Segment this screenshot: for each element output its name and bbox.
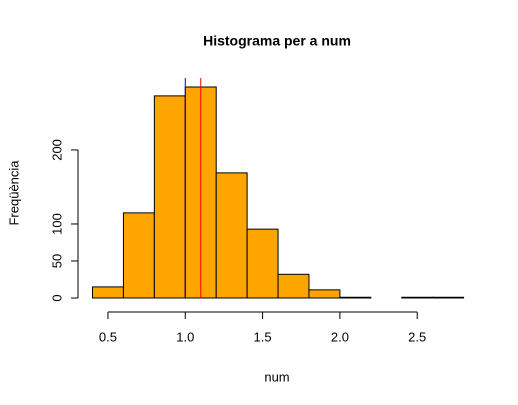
bar xyxy=(308,289,341,299)
x-tick-label: 1.5 xyxy=(254,329,272,344)
bar xyxy=(401,296,434,299)
y-tick-label: 0 xyxy=(49,294,64,301)
y-tick-label: 200 xyxy=(49,139,64,161)
y-tick-label: 50 xyxy=(49,254,64,268)
bar xyxy=(432,296,465,299)
x-tick-label: 2.0 xyxy=(331,329,349,344)
bar xyxy=(277,273,310,299)
bar xyxy=(122,212,155,299)
x-tick-label: 0.5 xyxy=(99,329,117,344)
x-axis-label: num xyxy=(264,369,289,384)
bar xyxy=(215,172,248,299)
x-tick-label: 2.5 xyxy=(408,329,426,344)
bar xyxy=(339,296,372,299)
bar xyxy=(92,286,124,299)
bar xyxy=(246,228,279,299)
x-tick-label: 1.0 xyxy=(176,329,194,344)
bar xyxy=(153,95,186,299)
chart-title: Histograma per a num xyxy=(203,33,351,49)
y-axis-label: Freqüència xyxy=(6,160,21,226)
y-tick-label: 100 xyxy=(49,213,64,235)
